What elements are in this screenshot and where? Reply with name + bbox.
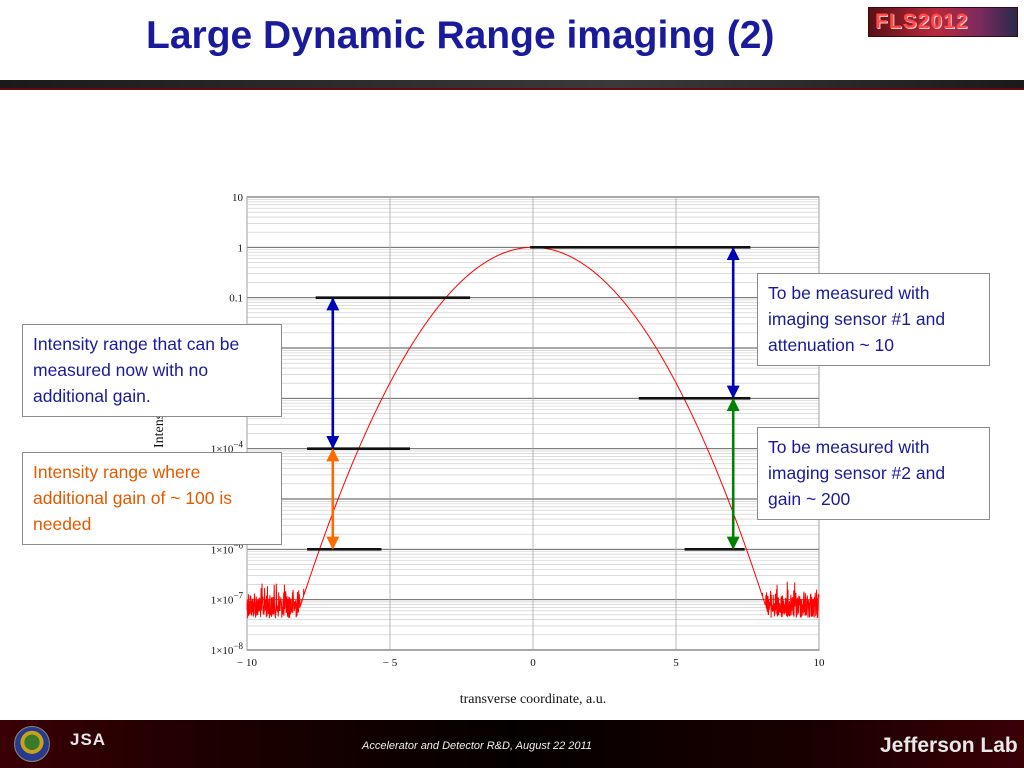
- callout-current-range: Intensity range that can be measured now…: [22, 324, 282, 417]
- jsa-logo: JSA: [56, 730, 108, 756]
- y-tick-base: 10: [232, 192, 244, 204]
- jsa-logo-text: JSA: [70, 730, 106, 750]
- y-tick-label: 10: [232, 192, 244, 204]
- y-tick-exponent: −8: [233, 641, 243, 651]
- y-tick-label: 1: [238, 242, 244, 254]
- x-tick-label: − 10: [237, 657, 257, 669]
- doe-seal-logo: [14, 726, 50, 762]
- callout-gain-range: Intensity range where additional gain of…: [22, 452, 282, 545]
- y-tick-base: 1×10: [211, 645, 234, 657]
- footer-text: Accelerator and Detector R&D, August 22 …: [362, 740, 592, 752]
- callout-sensor-2: To be measured with imaging sensor #2 an…: [757, 427, 990, 520]
- y-tick-base: 1: [238, 242, 244, 254]
- y-tick-base: 0.1: [229, 293, 243, 305]
- x-tick-label: 10: [814, 657, 826, 669]
- y-tick-exponent: −4: [233, 440, 243, 450]
- x-tick-label: 5: [673, 657, 679, 669]
- x-axis-label: transverse coordinate, a.u.: [460, 692, 607, 707]
- x-tick-label: − 5: [383, 657, 398, 669]
- y-tick-label: 0.1: [229, 293, 243, 305]
- y-tick-base: 1×10: [211, 595, 234, 607]
- y-tick-label: 1×10−8: [211, 641, 244, 657]
- y-tick-label: 1×10−7: [211, 591, 244, 607]
- y-tick-exponent: −7: [233, 591, 243, 601]
- callout-sensor-1: To be measured with imaging sensor #1 an…: [757, 273, 990, 366]
- y-tick-base: 1×10: [211, 544, 234, 556]
- x-tick-label: 0: [530, 657, 536, 669]
- jefferson-lab-logo: Jefferson Lab: [880, 734, 1018, 758]
